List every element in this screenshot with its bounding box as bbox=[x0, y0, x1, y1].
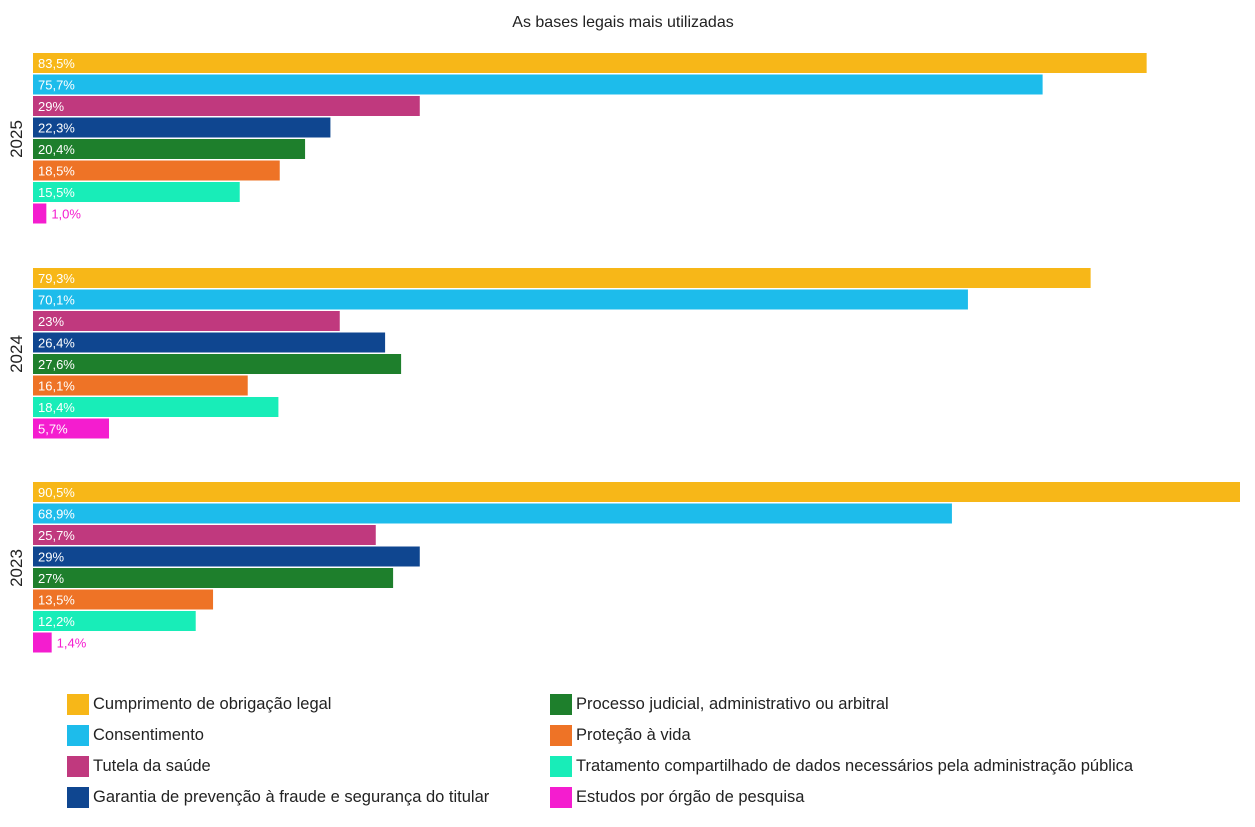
legend-swatch bbox=[550, 693, 572, 715]
bar-2023-1 bbox=[33, 482, 1240, 502]
bar-2024-5 bbox=[33, 354, 402, 374]
bar-2024-1 bbox=[33, 268, 1091, 288]
bar-chart: As bases legais mais utilizadas 2025 83,5… bbox=[7, 14, 1240, 653]
data-label-2025-1: 83,5% bbox=[38, 56, 75, 71]
bar-2024-6 bbox=[33, 375, 248, 396]
data-label-2024-3: 23% bbox=[38, 314, 64, 329]
legend-label: Tratamento compartilhado de dados necess… bbox=[576, 756, 1134, 775]
data-label-2023-4: 29% bbox=[38, 550, 64, 565]
data-label-2025-6: 18,5% bbox=[38, 164, 75, 179]
data-label-2023-7: 12,2% bbox=[38, 614, 75, 629]
bar-2024-8 bbox=[33, 418, 110, 439]
bar-2025-5 bbox=[33, 139, 306, 159]
chart-title: As bases legais mais utilizadas bbox=[512, 14, 733, 31]
bar-2024-4 bbox=[33, 332, 386, 353]
data-label-2023-1: 90,5% bbox=[38, 485, 75, 500]
data-label-2025-3: 29% bbox=[38, 99, 64, 114]
legend-label: Estudos por órgão de pesquisa bbox=[576, 787, 805, 806]
legend-item: Estudos por órgão de pesquisa bbox=[550, 786, 804, 808]
legend-label: Cumprimento de obrigação legal bbox=[93, 694, 332, 713]
bars-layer: 2025 83,5% 75,7% 29% 22,3% 20,4% 18,5% 15,5% 1,0… bbox=[7, 53, 1240, 653]
legend-swatch bbox=[550, 786, 572, 808]
legend-item: Proteção à vida bbox=[550, 724, 691, 746]
data-label-2024-6: 16,1% bbox=[38, 379, 75, 394]
bar-2025-6 bbox=[33, 160, 280, 181]
bar-2025-8 bbox=[33, 203, 47, 224]
data-label-2023-6: 13,5% bbox=[38, 593, 75, 608]
legend-item: Cumprimento de obrigação legal bbox=[67, 693, 331, 715]
year-label-2024: 2024 bbox=[7, 335, 26, 373]
legend-swatch bbox=[67, 786, 89, 808]
legend-item: Tutela da saúde bbox=[67, 755, 211, 777]
data-label-2024-7: 18,4% bbox=[38, 400, 75, 415]
legend-label: Consentimento bbox=[93, 725, 204, 744]
bar-2024-3 bbox=[33, 311, 340, 331]
data-label-2025-5: 20,4% bbox=[38, 142, 75, 157]
data-label-2023-8: 1,4% bbox=[57, 636, 87, 651]
legend-label: Tutela da saúde bbox=[93, 756, 211, 775]
legend-item: Processo judicial, administrativo ou arb… bbox=[550, 693, 889, 715]
legend-label: Proteção à vida bbox=[576, 725, 691, 744]
legend-item: Tratamento compartilhado de dados necess… bbox=[550, 755, 1133, 777]
data-label-2024-1: 79,3% bbox=[38, 271, 75, 286]
bar-2024-7 bbox=[33, 397, 279, 417]
bar-2025-4 bbox=[33, 117, 331, 138]
data-label-2024-5: 27,6% bbox=[38, 357, 75, 372]
bar-2023-4 bbox=[33, 546, 420, 567]
bar-2024-2 bbox=[33, 289, 968, 310]
bar-2025-1 bbox=[33, 53, 1147, 73]
bar-2023-8 bbox=[33, 632, 52, 653]
legend-swatch bbox=[67, 724, 89, 746]
bar-2025-3 bbox=[33, 96, 420, 116]
legend-label: Garantia de prevenção à fraude e seguran… bbox=[93, 787, 490, 806]
legend-item: Garantia de prevenção à fraude e seguran… bbox=[67, 786, 489, 808]
bar-2023-6 bbox=[33, 589, 214, 610]
data-label-2023-3: 25,7% bbox=[38, 528, 75, 543]
legend-label: Processo judicial, administrativo ou arb… bbox=[576, 694, 889, 713]
legend-swatch bbox=[550, 755, 572, 777]
data-label-2024-2: 70,1% bbox=[38, 293, 75, 308]
legend-item: Consentimento bbox=[67, 724, 204, 746]
data-label-2024-4: 26,4% bbox=[38, 336, 75, 351]
bar-2023-7 bbox=[33, 611, 196, 631]
data-label-2025-8: 1,0% bbox=[51, 207, 81, 222]
data-label-2024-8: 5,7% bbox=[38, 422, 68, 437]
data-label-2025-2: 75,7% bbox=[38, 78, 75, 93]
legend-swatch bbox=[67, 755, 89, 777]
data-label-2023-2: 68,9% bbox=[38, 507, 75, 522]
bar-2023-3 bbox=[33, 525, 376, 545]
legend-swatch bbox=[550, 724, 572, 746]
bar-2023-2 bbox=[33, 503, 952, 524]
bar-2025-2 bbox=[33, 74, 1043, 95]
data-label-2025-4: 22,3% bbox=[38, 121, 75, 136]
data-label-2025-7: 15,5% bbox=[38, 185, 75, 200]
data-label-2023-5: 27% bbox=[38, 571, 64, 586]
legend-swatch bbox=[67, 693, 89, 715]
year-label-2025: 2025 bbox=[7, 120, 26, 158]
year-label-2023: 2023 bbox=[7, 549, 26, 587]
bar-2025-7 bbox=[33, 182, 240, 202]
bar-2023-5 bbox=[33, 568, 394, 588]
